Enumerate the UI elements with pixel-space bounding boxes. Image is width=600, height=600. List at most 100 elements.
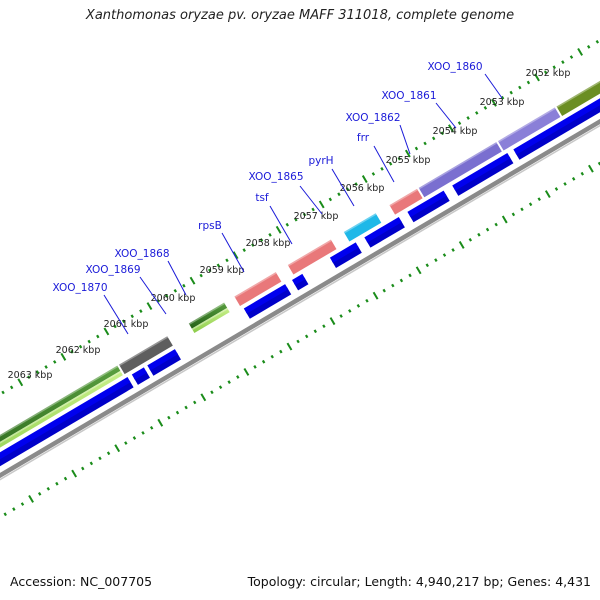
feature-block-XOO_1870	[119, 336, 173, 375]
outer-tick-mark	[448, 124, 454, 133]
feature-highlight	[556, 80, 600, 108]
feature-highlight	[188, 302, 225, 325]
feature-highlight	[119, 336, 169, 367]
inner-tick-mark	[200, 393, 207, 402]
outer-tick-mark	[208, 268, 212, 273]
outer-tick-mark	[587, 45, 591, 49]
gene-label: pyrH	[308, 155, 333, 167]
outer-tick-mark	[577, 48, 583, 56]
inner-tick-mark	[382, 288, 386, 293]
inner-tick-mark	[348, 309, 352, 313]
inner-tick-mark	[124, 441, 128, 445]
inner-tick-mark	[511, 212, 516, 217]
inner-tick-mark	[114, 444, 121, 453]
inner-tick-mark	[442, 253, 447, 257]
outer-tick-mark	[199, 273, 203, 278]
gene-label: rpsB	[198, 220, 222, 232]
kbp-label: 2056 kbp	[340, 183, 385, 194]
gene-label: XOO_1869	[85, 264, 140, 276]
inner-tick-mark	[571, 176, 576, 181]
inner-tick-mark	[28, 495, 34, 503]
outer-tick-mark	[285, 222, 289, 227]
outer-tick-mark	[44, 365, 48, 369]
outer-tick-mark	[388, 161, 393, 166]
outer-tick-mark	[275, 225, 282, 234]
outer-tick-ring	[1, 39, 600, 395]
cds-arrow	[513, 98, 600, 155]
outer-tick-mark	[328, 197, 333, 202]
cds-arrow	[243, 284, 289, 314]
feature-block-pyrH	[343, 213, 382, 242]
inner-tick-mark	[243, 367, 250, 376]
outer-tick-mark	[423, 141, 427, 146]
outer-tick-mark	[397, 156, 401, 161]
feature-track	[0, 80, 600, 448]
outer-tick-mark	[543, 70, 548, 75]
outer-tick-mark	[251, 243, 255, 247]
outer-tick-mark	[53, 360, 57, 364]
outer-tick-mark	[189, 276, 196, 285]
gene-label: XOO_1862	[345, 112, 400, 124]
feature-block-XOO_1868	[188, 302, 228, 329]
feature-highlight	[287, 239, 332, 267]
cds-arrow	[0, 380, 134, 467]
outer-tick-mark	[232, 251, 239, 260]
outer-tick-mark	[17, 378, 24, 387]
kbp-label: 2062 kbp	[56, 345, 101, 356]
inner-tick-mark	[451, 248, 455, 252]
outer-tick-mark	[35, 370, 40, 374]
inner-tick-mark	[372, 291, 379, 300]
outer-tick-mark	[431, 136, 436, 141]
outer-tick-mark	[87, 339, 91, 344]
outer-tick-mark	[345, 187, 350, 192]
kbp-label: 2055 kbp	[386, 155, 431, 166]
outer-tick-mark	[371, 172, 376, 176]
outer-tick-mark	[259, 238, 264, 242]
outer-tick-mark	[483, 106, 488, 110]
inner-tick-mark	[175, 410, 180, 415]
outer-tick-mark	[27, 375, 31, 380]
backbone-track	[0, 118, 600, 481]
inner-tick-mark	[157, 418, 164, 427]
inner-tick-mark	[71, 469, 78, 478]
cds-arrow	[292, 273, 306, 286]
inner-tick-mark	[425, 263, 429, 268]
outer-tick-mark	[60, 352, 67, 361]
kbp-label: 2052 kbp	[526, 68, 571, 79]
inner-tick-mark	[356, 304, 361, 308]
gene-label: tsf	[255, 192, 269, 204]
inner-tick-mark	[106, 451, 111, 456]
outer-tick-mark	[414, 146, 419, 151]
cds-arrow	[366, 220, 405, 248]
outer-tick-mark	[9, 385, 14, 390]
outer-tick-mark	[164, 294, 169, 298]
inner-tick-mark	[227, 380, 231, 384]
inner-tick-mark	[528, 202, 533, 207]
inner-tick-mark	[46, 486, 51, 491]
cds-arrow	[454, 156, 514, 196]
feature-highlight	[0, 365, 119, 437]
outer-tick-mark	[78, 344, 83, 349]
feature-highlight	[0, 370, 122, 444]
kbp-label: 2059 kbp	[200, 265, 245, 276]
cds-arrow	[245, 287, 292, 319]
accession-text: Accession: NC_007705	[10, 574, 153, 589]
feature-highlight	[389, 188, 418, 207]
outer-tick-mark	[491, 98, 497, 107]
inner-tick-ring	[3, 161, 600, 517]
inner-tick-mark	[261, 359, 266, 364]
kbp-label: 2060 kbp	[151, 293, 196, 304]
outer-tick-mark	[225, 258, 229, 263]
outer-tick-mark	[361, 175, 368, 183]
outer-tick-mark	[569, 55, 574, 59]
inner-tick-mark	[468, 237, 473, 242]
outer-tick-mark	[561, 60, 565, 64]
outer-tick-mark	[113, 324, 117, 329]
feature-highlight	[234, 272, 277, 298]
cds-arrow	[149, 352, 181, 376]
inner-tick-mark	[3, 512, 7, 517]
outer-tick-mark	[173, 288, 178, 293]
outer-tick-mark	[70, 349, 74, 354]
outer-tick-mark	[96, 334, 100, 339]
